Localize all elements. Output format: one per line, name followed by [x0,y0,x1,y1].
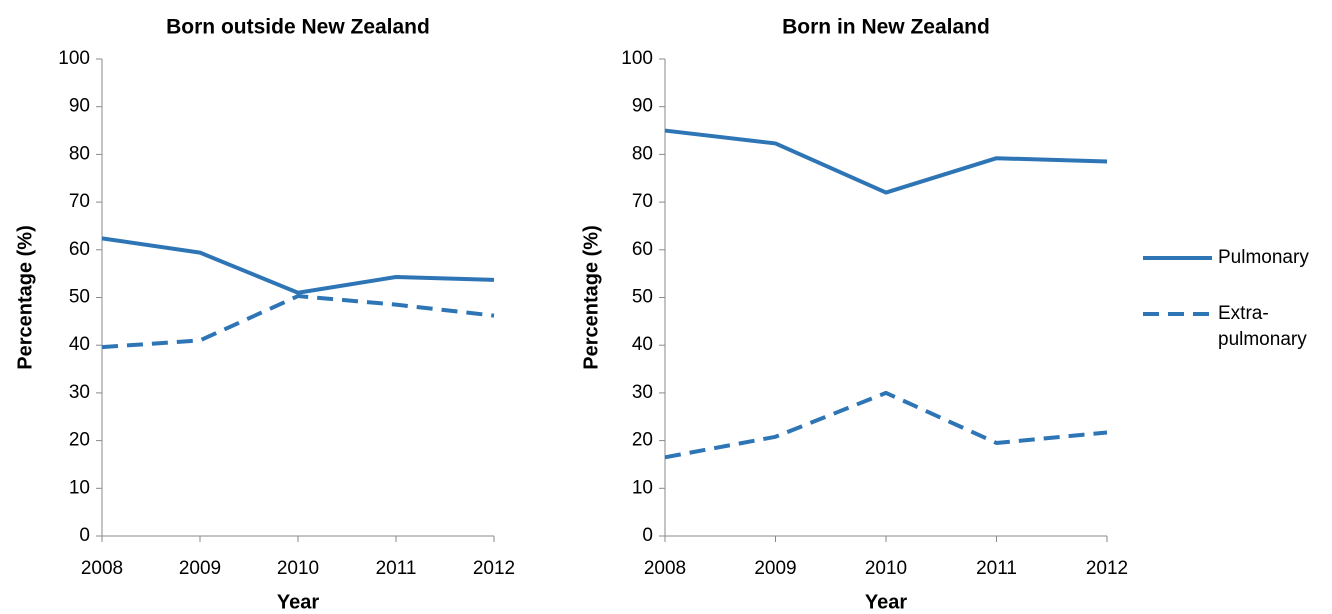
y-tick-label: 20 [69,430,90,451]
y-tick-label: 40 [632,334,653,355]
y-tick-label: 60 [632,239,653,260]
x-tick-label: 2009 [754,558,796,579]
series-line [664,390,1108,460]
legend-label: Extra-pulmonary [1218,303,1307,350]
y-tick-label: 0 [79,525,90,546]
chart-title: Born outside New Zealand [166,16,430,39]
y-tick-label: 100 [621,48,653,69]
x-tick-label: 2009 [179,558,221,579]
x-tick-label: 2010 [865,558,907,579]
x-axis-title: Year [865,591,907,613]
y-tick-label: 30 [632,382,653,403]
x-tick-label: 2010 [277,558,319,579]
x-axis-title: Year [277,591,319,613]
y-tick-label: 70 [632,191,653,212]
y-tick-label: 30 [69,382,90,403]
y-tick-label: 50 [632,287,653,308]
y-tick-label: 80 [69,143,90,164]
x-tick-label: 2011 [976,558,1017,579]
y-tick-label: 50 [69,287,90,308]
y-tick-label: 90 [632,96,653,117]
x-tick-label: 2008 [81,558,123,579]
y-tick-label: 100 [58,48,90,69]
x-tick-label: 2008 [644,558,686,579]
y-tick-label: 0 [642,525,653,546]
y-tick-label: 90 [69,96,90,117]
y-tick-label: 40 [69,334,90,355]
y-axis-title: Percentage (%) [580,225,602,370]
y-tick-label: 10 [69,477,90,498]
x-tick-label: 2012 [1086,558,1128,579]
series-line [101,236,495,295]
x-tick-label: 2011 [376,558,417,579]
series-line [664,128,1108,195]
y-tick-label: 10 [632,477,653,498]
series-line [101,294,495,350]
x-tick-label: 2012 [473,558,515,579]
y-tick-label: 60 [69,239,90,260]
y-tick-label: 20 [632,430,653,451]
y-tick-label: 70 [69,191,90,212]
y-axis-title: Percentage (%) [14,225,36,370]
chart-title: Born in New Zealand [782,16,990,39]
legend-label: Pulmonary [1218,247,1309,268]
y-tick-label: 80 [632,143,653,164]
